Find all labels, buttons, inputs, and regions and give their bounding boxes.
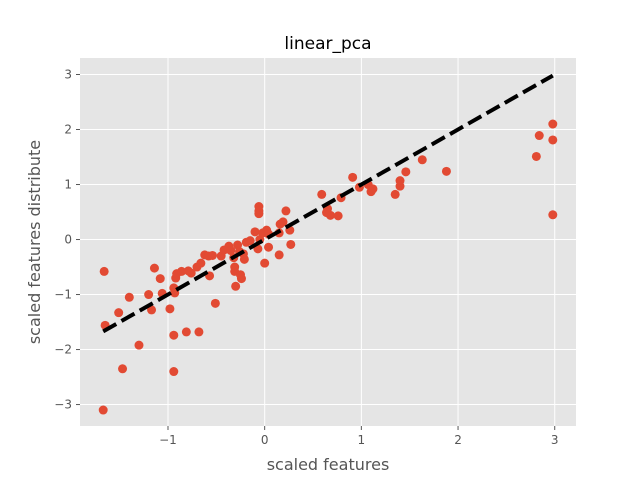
scatter-point [144, 290, 154, 300]
scatter-point [548, 210, 558, 220]
scatter-point [124, 292, 134, 302]
scatter-point [186, 268, 196, 278]
x-tick-label: 2 [454, 433, 462, 447]
scatter-point [395, 176, 405, 186]
scatter-points [98, 119, 558, 415]
x-axis-label: scaled features [267, 455, 390, 474]
scatter-point [236, 274, 246, 284]
scatter-point [348, 172, 358, 182]
scatter-point [118, 364, 128, 374]
scatter-point [194, 327, 204, 337]
scatter-point [210, 298, 220, 308]
scatter-point [147, 305, 157, 315]
scatter-point [274, 250, 284, 260]
scatter-point [169, 330, 179, 340]
grid [80, 58, 576, 426]
scatter-point [254, 209, 264, 219]
scatter-point [149, 263, 159, 273]
scatter-point [325, 210, 335, 220]
scatter-point [134, 340, 144, 350]
x-tick-label: −1 [159, 433, 177, 447]
x-tick-label: 0 [261, 433, 269, 447]
scatter-point [548, 135, 558, 145]
scatter-point [239, 254, 249, 264]
y-tick-label: −1 [54, 288, 72, 302]
scatter-point [417, 155, 427, 165]
y-tick-label: −3 [54, 398, 72, 412]
scatter-point [286, 239, 296, 249]
scatter-point [231, 281, 241, 291]
scatter-point [114, 308, 124, 318]
y-tick-label: −2 [54, 343, 72, 357]
scatter-point [250, 227, 260, 237]
scatter-point [264, 242, 274, 252]
x-tick-label: 3 [551, 433, 559, 447]
chart-title: linear_pca [284, 34, 371, 54]
scatter-point [441, 166, 451, 176]
scatter-point [177, 266, 187, 276]
scatter-point [196, 258, 206, 268]
scatter-point [390, 189, 400, 199]
x-tick-label: 1 [358, 433, 366, 447]
scatter-point [333, 211, 343, 221]
y-tick-label: 1 [64, 178, 72, 192]
scatter-point [368, 184, 378, 194]
scatter-point [99, 266, 109, 276]
scatter-point [226, 246, 236, 256]
scatter-point [317, 189, 327, 199]
identity-line [102, 73, 554, 334]
scatter-point [278, 217, 288, 227]
scatter-point [98, 405, 108, 415]
scatter-point [401, 167, 411, 177]
scatter-point [207, 250, 217, 260]
scatter-point [245, 236, 255, 246]
scatter-point [548, 119, 558, 129]
scatter-point [531, 151, 541, 161]
y-tick-label: 2 [64, 123, 72, 137]
y-tick-label: 3 [64, 68, 72, 82]
scatter-point [534, 131, 544, 141]
y-axis-label: scaled features distribute [25, 140, 44, 344]
plot-area [80, 58, 576, 426]
scatter-point [281, 206, 291, 216]
x-ticks: −1 0 1 2 3 [159, 426, 559, 447]
scatter-point [169, 367, 179, 377]
scatter-point [165, 304, 175, 314]
scatter-point [181, 327, 191, 337]
scatter-point [260, 258, 270, 268]
scatter-point [155, 274, 165, 284]
y-ticks: −3 −2 −1 0 1 2 3 [54, 68, 80, 412]
reference-line [102, 73, 554, 334]
y-tick-label: 0 [64, 233, 72, 247]
